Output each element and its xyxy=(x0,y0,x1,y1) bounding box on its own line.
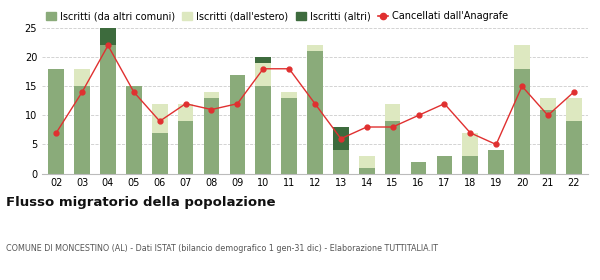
Bar xyxy=(463,156,478,174)
Bar xyxy=(540,98,556,109)
Bar xyxy=(411,162,426,174)
Bar xyxy=(204,92,219,98)
Bar xyxy=(178,104,193,121)
Bar xyxy=(126,86,142,174)
Bar xyxy=(488,150,504,174)
Bar xyxy=(256,86,271,174)
Bar xyxy=(463,133,478,156)
Bar xyxy=(204,98,219,174)
Bar xyxy=(100,28,116,45)
Legend: Iscritti (da altri comuni), Iscritti (dall'estero), Iscritti (altri), Cancellati: Iscritti (da altri comuni), Iscritti (da… xyxy=(42,7,512,25)
Bar xyxy=(281,92,297,98)
Bar xyxy=(566,121,581,174)
Bar xyxy=(307,51,323,174)
Bar xyxy=(256,57,271,63)
Bar xyxy=(566,98,581,121)
Bar xyxy=(281,98,297,174)
Bar xyxy=(359,168,374,174)
Bar xyxy=(74,69,90,86)
Bar xyxy=(333,150,349,174)
Bar xyxy=(100,45,116,174)
Bar xyxy=(152,104,167,133)
Bar xyxy=(359,156,374,168)
Bar xyxy=(307,45,323,51)
Bar xyxy=(230,74,245,174)
Bar xyxy=(514,45,530,69)
Bar xyxy=(49,69,64,174)
Bar xyxy=(333,127,349,150)
Bar xyxy=(152,133,167,174)
Bar xyxy=(385,121,400,174)
Text: COMUNE DI MONCESTINO (AL) - Dati ISTAT (bilancio demografico 1 gen-31 dic) - Ela: COMUNE DI MONCESTINO (AL) - Dati ISTAT (… xyxy=(6,244,438,253)
Text: Flusso migratorio della popolazione: Flusso migratorio della popolazione xyxy=(6,196,275,209)
Bar xyxy=(178,121,193,174)
Bar xyxy=(385,104,400,121)
Bar xyxy=(514,69,530,174)
Bar xyxy=(256,63,271,86)
Bar xyxy=(74,86,90,174)
Bar xyxy=(437,156,452,174)
Bar xyxy=(540,109,556,174)
